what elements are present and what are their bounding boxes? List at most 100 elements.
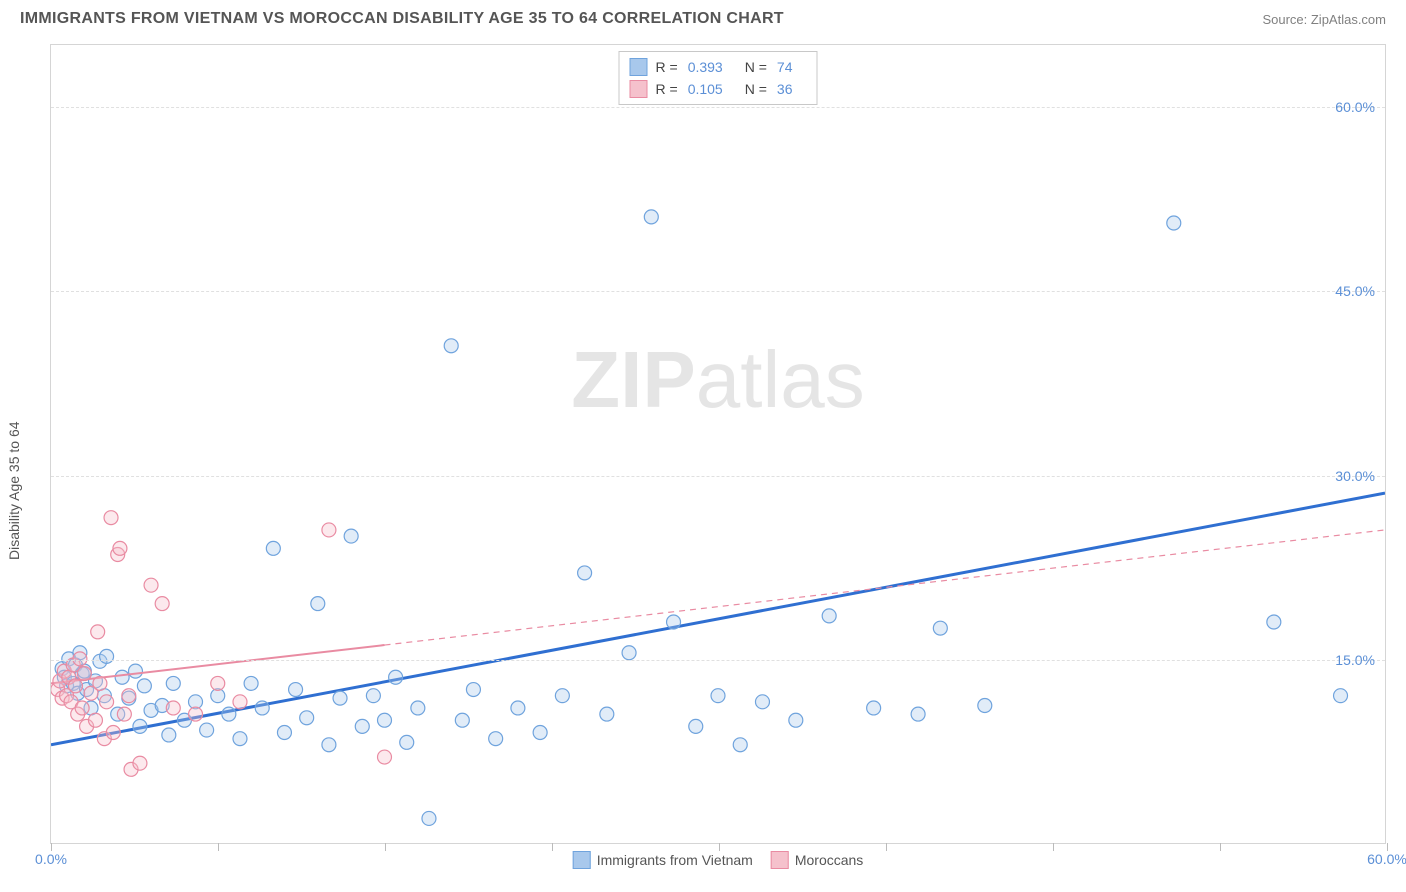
data-point [822, 609, 836, 623]
n-value-1: 36 [777, 81, 793, 97]
data-point [378, 713, 392, 727]
data-point [233, 695, 247, 709]
data-point [911, 707, 925, 721]
data-point [733, 738, 747, 752]
x-tick [886, 843, 887, 851]
x-tick [1053, 843, 1054, 851]
legend-row-series-0: R = 0.393 N = 74 [630, 56, 807, 78]
data-point [400, 735, 414, 749]
data-point [555, 689, 569, 703]
data-point [104, 511, 118, 525]
data-point [68, 679, 82, 693]
data-point [122, 689, 136, 703]
data-point [300, 711, 314, 725]
x-tick [51, 843, 52, 851]
data-point [266, 541, 280, 555]
data-point [200, 723, 214, 737]
legend-bottom-swatch-1 [771, 851, 789, 869]
r-value-0: 0.393 [688, 59, 723, 75]
data-point [113, 541, 127, 555]
data-point [344, 529, 358, 543]
data-point [422, 811, 436, 825]
data-point [511, 701, 525, 715]
data-point [162, 728, 176, 742]
data-point [106, 726, 120, 740]
data-point [233, 732, 247, 746]
data-point [600, 707, 614, 721]
data-point [133, 756, 147, 770]
gridline [51, 476, 1385, 477]
data-point [322, 523, 336, 537]
data-point [867, 701, 881, 715]
gridline [51, 660, 1385, 661]
data-point [222, 707, 236, 721]
data-point [667, 615, 681, 629]
data-point [1334, 689, 1348, 703]
data-point [100, 695, 114, 709]
data-point [189, 707, 203, 721]
data-point [311, 597, 325, 611]
chart-title: IMMIGRANTS FROM VIETNAM VS MOROCCAN DISA… [20, 10, 784, 28]
x-tick [552, 843, 553, 851]
x-tick [218, 843, 219, 851]
chart-plot-area: ZIPatlas R = 0.393 N = 74 R = 0.105 N = … [50, 44, 1386, 844]
data-point [244, 676, 258, 690]
data-point [455, 713, 469, 727]
data-point [277, 726, 291, 740]
data-point [322, 738, 336, 752]
data-point [77, 667, 91, 681]
data-point [115, 670, 129, 684]
data-point [144, 578, 158, 592]
data-point [789, 713, 803, 727]
data-point [166, 701, 180, 715]
legend-bottom-swatch-0 [573, 851, 591, 869]
data-point [411, 701, 425, 715]
data-point [489, 732, 503, 746]
legend-series-names: Immigrants from Vietnam Moroccans [573, 851, 864, 869]
data-point [933, 621, 947, 635]
data-point [533, 726, 547, 740]
data-point [75, 701, 89, 715]
r-value-1: 0.105 [688, 81, 723, 97]
data-point [133, 719, 147, 733]
data-point [1167, 216, 1181, 230]
data-point [378, 750, 392, 764]
data-point [155, 597, 169, 611]
x-tick [385, 843, 386, 851]
data-point [1267, 615, 1281, 629]
y-tick-label: 15.0% [1335, 652, 1375, 668]
data-point [444, 339, 458, 353]
legend-swatch-1 [630, 80, 648, 98]
data-point [211, 676, 225, 690]
data-point [366, 689, 380, 703]
data-point [578, 566, 592, 580]
data-point [289, 683, 303, 697]
y-tick-label: 45.0% [1335, 283, 1375, 299]
trend-line-solid [51, 493, 1385, 745]
data-point [137, 679, 151, 693]
n-value-0: 74 [777, 59, 793, 75]
x-tick [719, 843, 720, 851]
data-point [689, 719, 703, 733]
legend-correlation: R = 0.393 N = 74 R = 0.105 N = 36 [619, 51, 818, 105]
data-point [389, 670, 403, 684]
scatter-svg [51, 45, 1385, 843]
data-point [91, 625, 105, 639]
data-point [466, 683, 480, 697]
data-point [711, 689, 725, 703]
data-point [978, 699, 992, 713]
data-point [88, 713, 102, 727]
x-end-label: 60.0% [1367, 851, 1406, 867]
data-point [755, 695, 769, 709]
data-point [355, 719, 369, 733]
gridline [51, 291, 1385, 292]
data-point [644, 210, 658, 224]
data-point [255, 701, 269, 715]
x-tick [1387, 843, 1388, 851]
data-point [117, 707, 131, 721]
y-axis-label: Disability Age 35 to 64 [6, 421, 22, 560]
data-point [128, 664, 142, 678]
data-point [166, 676, 180, 690]
legend-bottom-1: Moroccans [771, 851, 863, 869]
x-tick [1220, 843, 1221, 851]
